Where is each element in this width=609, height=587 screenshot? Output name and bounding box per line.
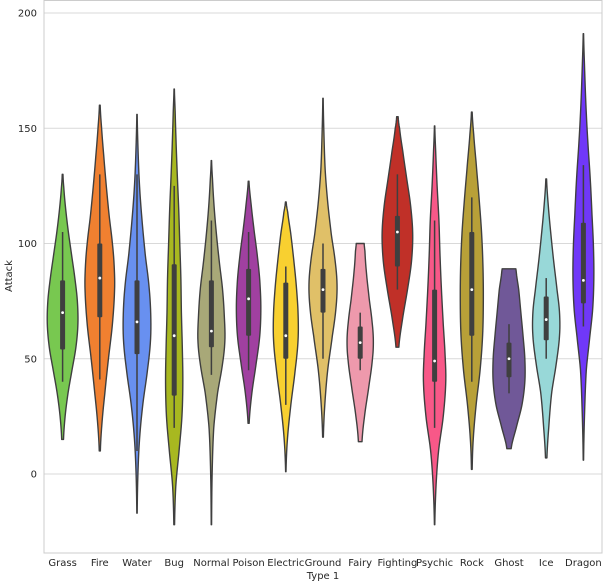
violin-grass (46, 173, 79, 441)
x-tick-label: Grass (48, 558, 76, 569)
violin-fire (84, 104, 116, 452)
violin-bug (164, 88, 184, 526)
x-tick-label: Ghost (494, 558, 523, 569)
violin-median-dot (98, 276, 102, 280)
y-tick-label: 200 (18, 9, 37, 20)
plot-frame (43, 0, 603, 554)
violin-psychic (422, 125, 447, 526)
violin-iqr-box (580, 222, 586, 304)
violin-median-dot (544, 318, 548, 321)
y-axis-label: Attack (4, 260, 15, 292)
x-axis-label: Type 1 (306, 571, 340, 582)
x-tick-label: Fire (91, 558, 109, 569)
y-tick-label: 0 (31, 470, 37, 481)
x-tick-label: Dragon (565, 558, 602, 569)
violin-median-dot (507, 357, 511, 361)
violin-dragon (572, 33, 595, 461)
violin-median-dot (210, 329, 213, 333)
violin-iqr-box (469, 231, 475, 336)
violin-median-dot (433, 359, 436, 363)
violin-fairy (346, 242, 375, 443)
violin-iqr-box (283, 282, 289, 359)
violin-iqr-box (97, 243, 103, 318)
violin-median-dot (61, 311, 64, 315)
y-tick-label: 100 (18, 239, 37, 250)
x-tick-label: Fighting (377, 558, 417, 569)
violin-ice (531, 178, 561, 459)
violin-ghost (492, 268, 526, 450)
x-tick-label: Bug (164, 558, 184, 569)
x-tick-label: Ground (305, 558, 342, 569)
violin-median-dot (135, 320, 139, 324)
violin-median-dot (358, 341, 362, 345)
x-tick-labels: Grass Fire Water Bug Normal Poison Electric Gro… (48, 558, 601, 569)
y-tick-label: 50 (24, 354, 37, 365)
violin-ground (308, 97, 338, 438)
violin-water (122, 113, 152, 514)
violin-iqr-box (246, 268, 252, 336)
violin-poison (235, 180, 262, 424)
violin-rock (459, 111, 485, 471)
violin-median-dot (284, 334, 288, 338)
violin-median-dot (582, 278, 585, 282)
violin-median-dot (172, 334, 176, 338)
y-tick-labels: 0 50 100 150 200 (18, 9, 37, 481)
violin-iqr-box (60, 280, 66, 350)
violin-iqr-box (432, 289, 438, 382)
y-tick-label: 150 (18, 124, 37, 135)
violins (46, 33, 595, 526)
violin-median-dot (396, 230, 399, 234)
violin-median-dot (247, 297, 251, 301)
violin-median-dot (321, 288, 325, 291)
violin-iqr-box (134, 280, 140, 355)
x-tick-label: Poison (232, 558, 264, 569)
violin-normal (197, 159, 226, 526)
violin-electric (272, 201, 300, 473)
x-tick-label: Ice (539, 558, 554, 569)
x-tick-label: Psychic (416, 558, 453, 569)
violin-iqr-box (394, 215, 400, 267)
x-tick-label: Rock (460, 558, 484, 569)
violin-fighting (381, 116, 414, 348)
x-tick-label: Water (122, 558, 152, 569)
violin-median-dot (470, 288, 474, 291)
x-tick-label: Fairy (348, 558, 372, 569)
violin-iqr-box (208, 280, 214, 348)
violin-iqr-box (171, 264, 177, 396)
x-tick-label: Electric (267, 558, 304, 569)
x-tick-label: Normal (193, 558, 229, 569)
